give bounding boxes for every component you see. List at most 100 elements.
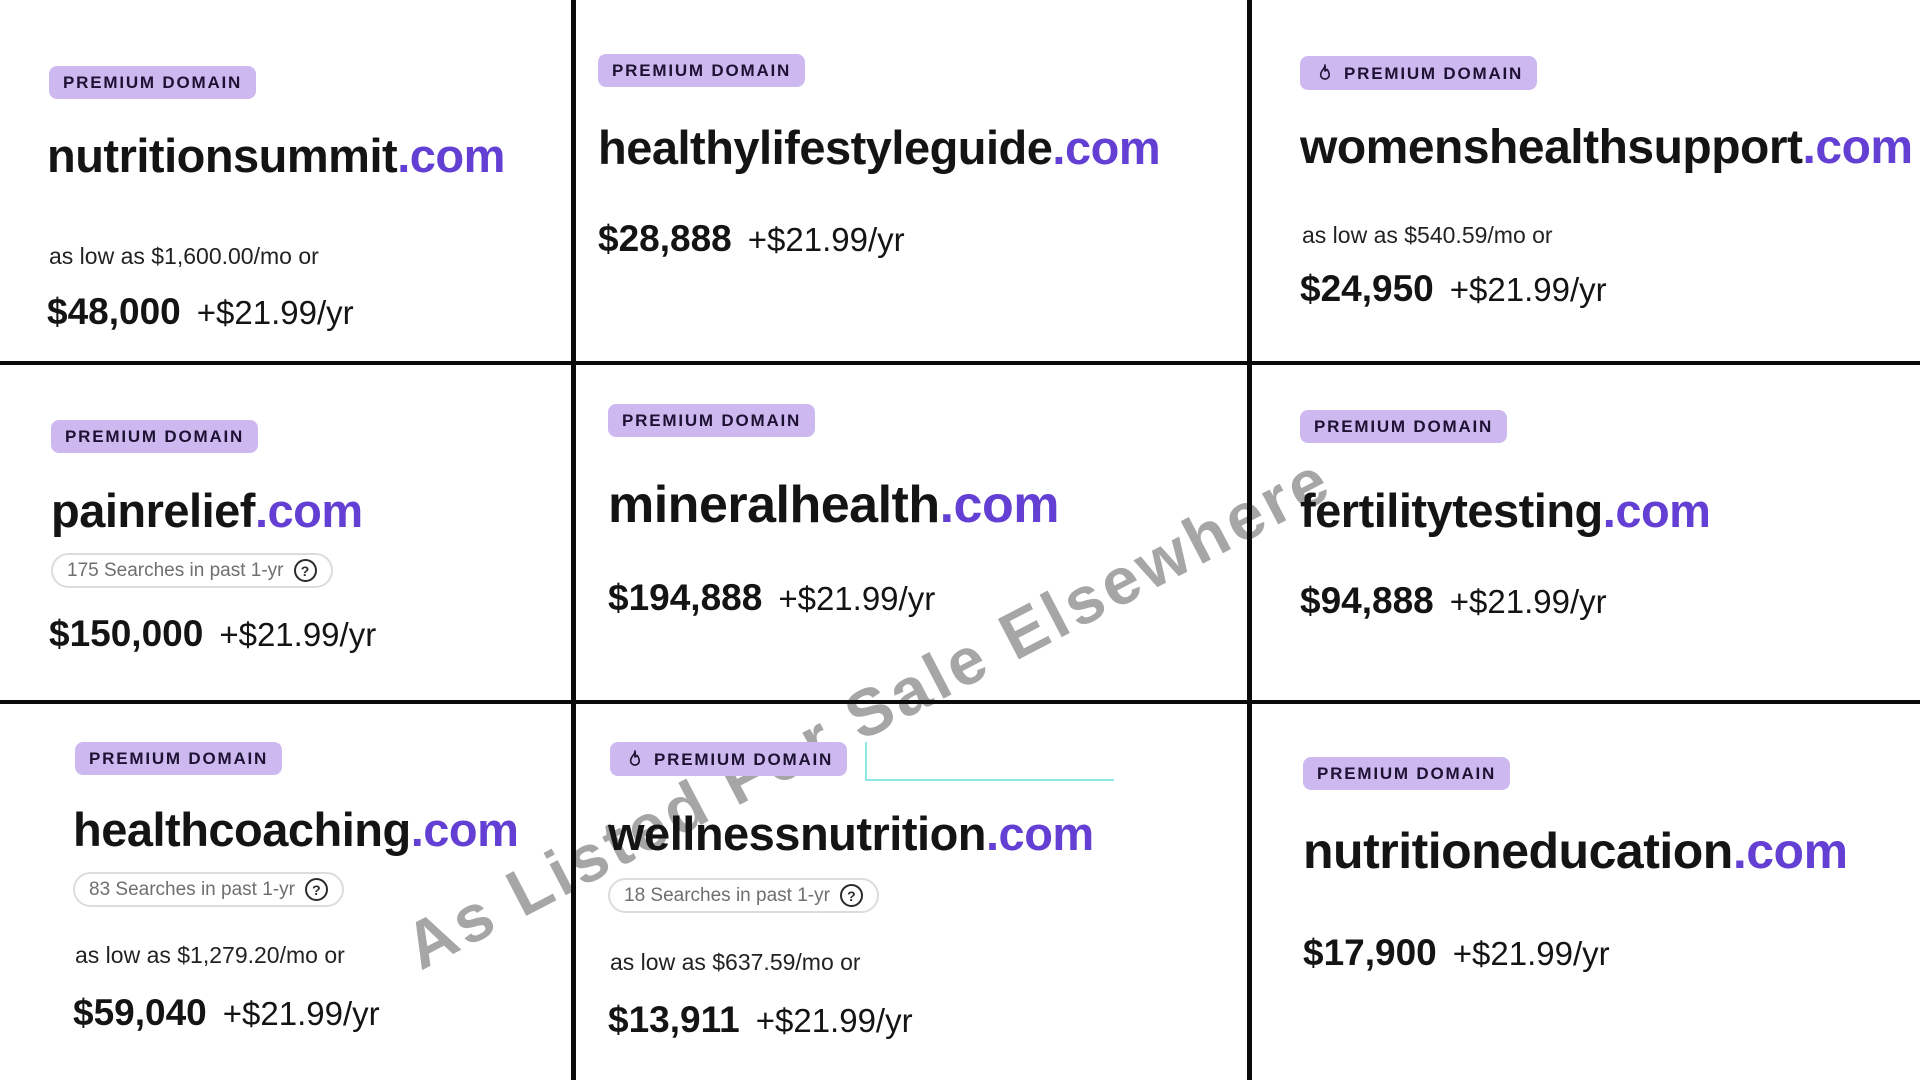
domain-sld: womenshealthsupport bbox=[1300, 121, 1803, 174]
badge-label: PREMIUM DOMAIN bbox=[622, 411, 802, 430]
price: $28,888 bbox=[598, 218, 732, 259]
renewal-price: +$21.99/yr bbox=[219, 616, 377, 653]
domain-name: mineralhealth.com bbox=[608, 475, 1059, 535]
price-row: $194,888 +$21.99/yr bbox=[608, 577, 935, 619]
premium-domain-badge: PREMIUM DOMAIN bbox=[51, 420, 259, 453]
domain-sld: painrelief bbox=[51, 484, 255, 537]
domain-tld: .com bbox=[254, 484, 363, 537]
renewal-price: +$21.99/yr bbox=[1452, 935, 1610, 972]
renewal-price: +$21.99/yr bbox=[1449, 583, 1607, 620]
domain-card-healthylifestyleguide[interactable]: PREMIUM DOMAIN healthylifestyleguide.com… bbox=[576, 0, 1247, 361]
price: $59,040 bbox=[73, 992, 207, 1033]
domain-name: nutritioneducation.com bbox=[1303, 822, 1848, 880]
badge-label: PREMIUM DOMAIN bbox=[654, 749, 834, 769]
searches-text: 18 Searches in past 1-yr bbox=[624, 884, 830, 906]
price-row: $150,000 +$21.99/yr bbox=[49, 613, 376, 655]
domain-card-mineralhealth[interactable]: PREMIUM DOMAIN mineralhealth.com $194,88… bbox=[576, 365, 1247, 700]
premium-domain-badge: PREMIUM DOMAIN bbox=[598, 54, 806, 87]
grid-line-vertical-2 bbox=[1247, 0, 1252, 1080]
premium-domain-badge: PREMIUM DOMAIN bbox=[49, 66, 257, 99]
price-row: $13,911 +$21.99/yr bbox=[608, 999, 913, 1041]
grid-line-vertical-1 bbox=[571, 0, 576, 1080]
renewal-price: +$21.99/yr bbox=[778, 580, 936, 617]
domain-card-womenshealthsupport[interactable]: PREMIUM DOMAIN womenshealthsupport.com a… bbox=[1252, 0, 1920, 361]
badge-label: PREMIUM DOMAIN bbox=[612, 61, 792, 80]
renewal-price: +$21.99/yr bbox=[755, 1002, 913, 1039]
domain-card-wellnessnutrition[interactable]: PREMIUM DOMAIN wellnessnutrition.com 18 … bbox=[576, 704, 1247, 1080]
domain-sld: healthcoaching bbox=[73, 803, 411, 856]
domain-card-fertilitytesting[interactable]: PREMIUM DOMAIN fertilitytesting.com $94,… bbox=[1252, 365, 1920, 700]
badge-label: PREMIUM DOMAIN bbox=[1344, 63, 1524, 83]
premium-domain-badge: PREMIUM DOMAIN bbox=[1300, 410, 1508, 443]
price-row: $59,040 +$21.99/yr bbox=[73, 992, 380, 1034]
searches-text: 83 Searches in past 1-yr bbox=[89, 878, 295, 900]
domain-card-healthcoaching[interactable]: PREMIUM DOMAIN healthcoaching.com 83 Sea… bbox=[0, 704, 571, 1080]
domain-tld: .com bbox=[939, 476, 1060, 534]
price-row: $28,888 +$21.99/yr bbox=[598, 218, 905, 260]
price: $48,000 bbox=[47, 291, 181, 332]
domain-tld: .com bbox=[1052, 121, 1161, 174]
as-low-as-text: as low as $1,600.00/mo or bbox=[49, 243, 319, 269]
domain-sld: nutritioneducation bbox=[1303, 823, 1733, 879]
price: $24,950 bbox=[1300, 268, 1434, 309]
as-low-as-text: as low as $637.59/mo or bbox=[610, 949, 861, 975]
domain-name: painrelief.com bbox=[51, 483, 363, 538]
domain-sld: fertilitytesting bbox=[1300, 484, 1603, 537]
price: $17,900 bbox=[1303, 932, 1437, 973]
price: $13,911 bbox=[608, 999, 740, 1040]
domain-tld: .com bbox=[986, 807, 1094, 860]
badge-label: PREMIUM DOMAIN bbox=[89, 749, 269, 768]
domain-card-nutritionsummit[interactable]: PREMIUM DOMAIN nutritionsummit.com as lo… bbox=[0, 0, 571, 361]
badge-label: PREMIUM DOMAIN bbox=[63, 73, 243, 92]
price: $94,888 bbox=[1300, 580, 1434, 621]
premium-domain-badge: PREMIUM DOMAIN bbox=[1303, 757, 1511, 790]
renewal-price: +$21.99/yr bbox=[222, 995, 380, 1032]
selection-highlight bbox=[865, 742, 1114, 781]
badge-label: PREMIUM DOMAIN bbox=[1314, 417, 1494, 436]
as-low-as-text: as low as $540.59/mo or bbox=[1302, 222, 1553, 248]
help-icon[interactable]: ? bbox=[839, 884, 863, 907]
domain-name: healthcoaching.com bbox=[73, 802, 519, 857]
flame-icon bbox=[629, 750, 641, 766]
domain-sld: mineralhealth bbox=[608, 476, 940, 534]
domain-tld: .com bbox=[1802, 121, 1914, 174]
premium-domain-badge: PREMIUM DOMAIN bbox=[1300, 56, 1538, 90]
price-row: $17,900 +$21.99/yr bbox=[1303, 932, 1610, 974]
domain-card-painrelief[interactable]: PREMIUM DOMAIN painrelief.com 175 Search… bbox=[0, 365, 571, 700]
grid-line-horizontal-2 bbox=[0, 700, 1920, 704]
domain-sld: nutritionsummit bbox=[47, 129, 398, 182]
renewal-price: +$21.99/yr bbox=[196, 294, 354, 331]
domain-card-nutritioneducation[interactable]: PREMIUM DOMAIN nutritioneducation.com $1… bbox=[1252, 704, 1920, 1080]
premium-domain-badge: PREMIUM DOMAIN bbox=[75, 742, 283, 775]
domain-sld: wellnessnutrition bbox=[608, 807, 987, 860]
renewal-price: +$21.99/yr bbox=[1449, 271, 1607, 308]
premium-domain-badge: PREMIUM DOMAIN bbox=[610, 742, 848, 776]
badge-label: PREMIUM DOMAIN bbox=[65, 427, 245, 446]
help-icon[interactable]: ? bbox=[293, 559, 317, 582]
help-icon[interactable]: ? bbox=[304, 878, 328, 901]
domain-tld: .com bbox=[1732, 823, 1848, 879]
as-low-as-text: as low as $1,279.20/mo or bbox=[75, 942, 345, 968]
price-row: $48,000 +$21.99/yr bbox=[47, 291, 354, 333]
searches-pill: 18 Searches in past 1-yr ? bbox=[608, 878, 879, 913]
renewal-price: +$21.99/yr bbox=[747, 221, 905, 258]
premium-domain-badge: PREMIUM DOMAIN bbox=[608, 404, 816, 437]
domain-tld: .com bbox=[1602, 484, 1711, 537]
domain-name: fertilitytesting.com bbox=[1300, 483, 1711, 538]
searches-pill: 83 Searches in past 1-yr ? bbox=[73, 872, 344, 907]
domain-name: healthylifestyleguide.com bbox=[598, 120, 1161, 175]
domain-name: womenshealthsupport.com bbox=[1300, 120, 1913, 175]
domain-name: nutritionsummit.com bbox=[47, 128, 505, 183]
grid-line-horizontal-1 bbox=[0, 361, 1920, 365]
price-row: $24,950 +$21.99/yr bbox=[1300, 268, 1607, 310]
domain-name: wellnessnutrition.com bbox=[608, 806, 1094, 861]
price-row: $94,888 +$21.99/yr bbox=[1300, 580, 1607, 622]
price: $194,888 bbox=[608, 577, 763, 618]
flame-icon bbox=[1319, 64, 1331, 80]
domain-sld: healthylifestyleguide bbox=[598, 121, 1053, 174]
searches-pill: 175 Searches in past 1-yr ? bbox=[51, 553, 333, 588]
badge-label: PREMIUM DOMAIN bbox=[1317, 764, 1497, 783]
price: $150,000 bbox=[49, 613, 204, 654]
searches-text: 175 Searches in past 1-yr bbox=[67, 559, 284, 581]
